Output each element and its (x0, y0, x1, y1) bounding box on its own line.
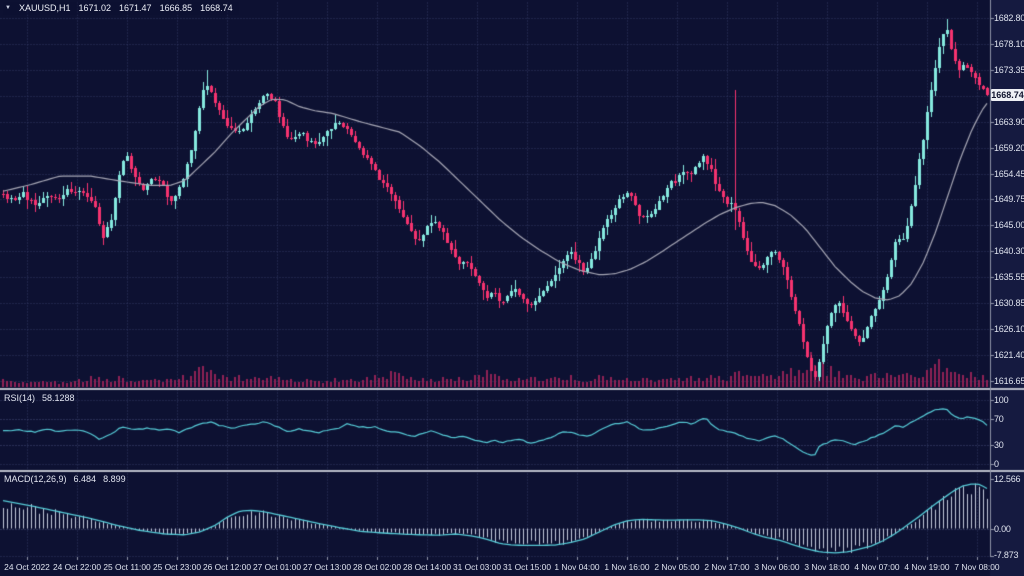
price-tick-label: 1616.65 (994, 376, 1024, 386)
time-tick-label: 4 Nov 19:00 (904, 562, 950, 572)
rsi-tick-label: 30 (994, 440, 1004, 450)
price-tick-label: 1663.90 (994, 117, 1024, 127)
macd-signal-value: 8.899 (103, 474, 126, 484)
time-tick-label: 7 Nov 08:00 (954, 562, 1000, 572)
time-tick-label: 24 Oct 22:00 (53, 562, 101, 572)
open-value: 1671.02 (78, 3, 112, 13)
time-tick-label: 3 Nov 18:00 (804, 562, 850, 572)
price-tick-label: 1654.45 (994, 169, 1024, 179)
low-value: 1666.85 (159, 3, 193, 13)
price-tick-label: 1682.80 (994, 13, 1024, 23)
rsi-indicator-label: RSI(14) 58.1288 (4, 393, 75, 403)
price-tick-label: 1659.20 (994, 143, 1024, 153)
rsi-tick-label: 70 (994, 414, 1004, 424)
price-tick-label: 1649.75 (994, 194, 1024, 204)
time-tick-label: 2 Nov 05:00 (654, 562, 700, 572)
price-tick-label: 1678.10 (994, 39, 1024, 49)
time-tick-label: 26 Oct 12:00 (203, 562, 251, 572)
time-tick-label: 28 Oct 02:00 (353, 562, 401, 572)
symbol-label: XAUUSD,H1 (18, 3, 71, 13)
macd-tick-label: -7.873 (994, 550, 1019, 560)
rsi-current-value: 58.1288 (42, 393, 75, 403)
price-tick-label: 1621.40 (994, 350, 1024, 360)
time-tick-label: 31 Oct 03:00 (453, 562, 501, 572)
price-tick-label: 1673.35 (994, 65, 1024, 75)
rsi-tick-label: 0 (994, 459, 999, 469)
price-tick-label: 1645.00 (994, 220, 1024, 230)
time-tick-label: 4 Nov 07:00 (854, 562, 900, 572)
time-tick-label: 27 Oct 13:00 (303, 562, 351, 572)
high-value: 1671.47 (119, 3, 152, 13)
time-tick-label: 3 Nov 06:00 (754, 562, 800, 572)
close-value: 1668.74 (200, 3, 233, 13)
price-tick-label: 1640.30 (994, 246, 1024, 256)
time-tick-label: 24 Oct 2022 (4, 562, 50, 572)
current-price-badge: 1668.74 (991, 89, 1024, 101)
time-tick-label: 1 Nov 16:00 (604, 562, 650, 572)
price-tick-label: 1635.55 (994, 272, 1024, 282)
time-tick-label: 31 Oct 15:00 (503, 562, 551, 572)
price-tick-label: 1626.10 (994, 324, 1024, 334)
time-tick-label: 25 Oct 23:00 (153, 562, 201, 572)
chevron-down-icon[interactable]: ▼ (5, 5, 11, 11)
macd-tick-label: 0.00 (994, 524, 1011, 534)
time-tick-label: 28 Oct 14:00 (403, 562, 451, 572)
rsi-tick-label: 100 (994, 395, 1009, 405)
macd-main-value: 6.484 (73, 474, 97, 484)
time-tick-label: 1 Nov 04:00 (554, 562, 600, 572)
macd-label-name: MACD(12,26,9) (4, 474, 67, 484)
price-tick-label: 1630.85 (994, 298, 1024, 308)
time-tick-label: 27 Oct 01:00 (253, 562, 301, 572)
price-axis[interactable]: 1682.80 1678.10 1673.35 1663.90 1659.20 1654.… (990, 0, 1024, 576)
macd-indicator-label: MACD(12,26,9) 6.484 8.899 (4, 474, 126, 484)
time-tick-label: 25 Oct 11:00 (103, 562, 151, 572)
rsi-label-name: RSI(14) (4, 393, 36, 403)
macd-tick-label: 12.566 (994, 474, 1021, 484)
symbol-ohlc-chip[interactable]: ▼ XAUUSD,H1 1671.02 1671.47 1666.85 1668… (3, 2, 239, 15)
time-tick-label: 2 Nov 17:00 (704, 562, 750, 572)
time-axis[interactable]: 24 Oct 2022 24 Oct 22:00 25 Oct 11:00 25 Oc… (0, 557, 1024, 576)
